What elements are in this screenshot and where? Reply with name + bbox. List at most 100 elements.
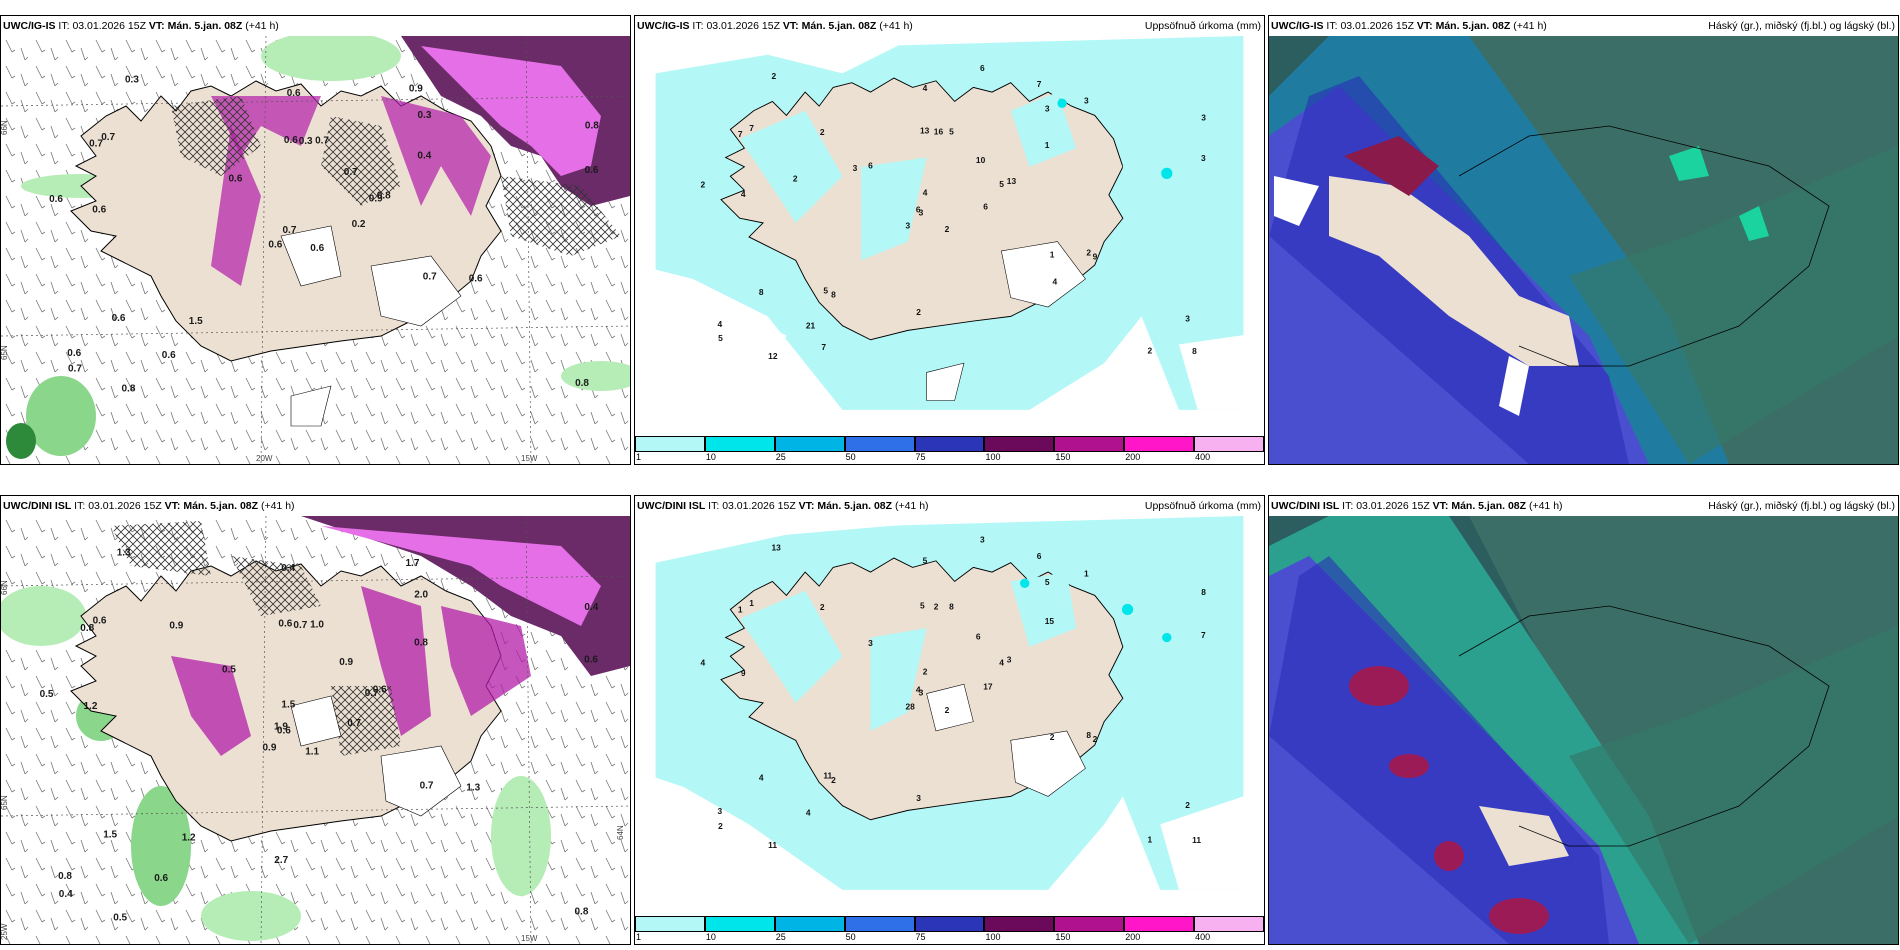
colorbar-label: 10 (705, 932, 716, 942)
value-label: 0.5 (113, 912, 127, 923)
value-label: 2 (718, 821, 723, 831)
value-labels: 2133426851713119828151156432423215427432… (701, 534, 1207, 850)
value-label: 0.8 (575, 378, 589, 389)
value-label: 4 (701, 658, 706, 668)
value-label: 0.4 (59, 889, 73, 900)
value-label: 0.8 (575, 906, 589, 917)
value-label: 0.6 (154, 873, 168, 884)
value-label: 0.6 (92, 205, 106, 216)
value-label: 2 (1093, 734, 1098, 744)
value-label: 3 (868, 638, 873, 648)
run-time: 03.01.2026 15Z (72, 20, 146, 32)
value-label: 8 (759, 287, 764, 297)
panel-header: UWC/IG-IS IT: 03.01.2026 15Z VT: Mán. 5.… (635, 16, 1264, 36)
value-label: 0.9 (263, 743, 277, 754)
value-label: 11 (1192, 835, 1201, 845)
colorbar-label: 25 (775, 932, 786, 942)
value-label: 8 (1192, 346, 1197, 356)
valid-prefix: VT: (1432, 500, 1449, 512)
value-label: 3 (919, 207, 924, 217)
valid-prefix: VT: (164, 500, 181, 512)
value-label: 7 (821, 342, 826, 352)
value-label: 4 (1052, 277, 1057, 287)
value-label: 3 (1185, 313, 1190, 323)
value-label: 0.4 (417, 151, 431, 162)
colorbar: 1 10 25 50 75 100 150 200 400 (635, 434, 1264, 464)
value-label: 0.6 (373, 685, 387, 696)
value-label: 5 (999, 179, 1004, 189)
value-label: 0.7 (293, 620, 307, 631)
lead-time: (+41 h) (260, 500, 295, 512)
value-label: 3 (919, 688, 924, 698)
lon-label: 15W (521, 934, 538, 943)
value-label: 1.2 (182, 833, 196, 844)
value-label: 5 (823, 285, 828, 295)
value-label: 0.9 (369, 194, 383, 205)
value-label: 0.6 (162, 350, 176, 361)
lead-time: (+41 h) (894, 500, 929, 512)
value-label: 1.2 (84, 701, 98, 712)
colorbar-label: 50 (845, 452, 856, 462)
accumulated-precip-map: 2133426851713119828151156432423215427432… (655, 516, 1244, 916)
value-label: 13 (771, 543, 781, 553)
value-label: 2 (771, 71, 776, 81)
lat-label: 66N (1, 120, 9, 135)
lat-label: 65N (1, 795, 9, 810)
panel-header: UWC/DINI ISL IT: 03.01.2026 15Z VT: Mán.… (1, 496, 630, 516)
value-label: 0.8 (585, 120, 599, 131)
value-label: 1 (1045, 140, 1050, 150)
value-label: 0.7 (101, 132, 115, 143)
colorbar-label: 200 (1125, 932, 1141, 942)
valid-time: Mán. 5.jan. 08Z (1435, 20, 1511, 32)
value-label: 0.2 (352, 219, 366, 230)
value-label: 13 (1007, 176, 1017, 186)
value-label: 3 (1007, 654, 1012, 664)
value-label: 1.5 (189, 316, 203, 327)
precip-type-map: 66N 65N 20W 15W 0.60.70.70.60.91.50.90.7… (1, 36, 630, 464)
panel-bottom-right: UWC/DINI ISL IT: 03.01.2026 15Z VT: Mán.… (1268, 495, 1899, 945)
colorbar-swatch (844, 916, 915, 932)
value-label: 0.4 (281, 563, 295, 574)
value-label: 3 (718, 806, 723, 816)
panel-header: UWC/DINI ISL IT: 03.01.2026 15Z VT: Mán.… (635, 496, 1264, 516)
lat-label: 64N (616, 825, 625, 840)
valid-prefix: VT: (148, 20, 165, 32)
value-label: 0.7 (420, 780, 434, 791)
map-title: Uppsöfnuð úrkoma (mm) (1144, 20, 1261, 32)
value-label: 4 (806, 808, 811, 818)
value-labels: 1.10.80.60.80.71.21.71.02.00.71.30.81.20… (40, 548, 599, 924)
value-label: 0.8 (122, 383, 136, 394)
value-label: 0.9 (169, 620, 183, 631)
value-label: 2 (701, 179, 706, 189)
value-label: 0.6 (67, 348, 81, 359)
lead-time: (+41 h) (1513, 20, 1547, 32)
value-label: 3 (1084, 95, 1089, 105)
value-label: 2 (934, 602, 939, 612)
map-title: Háský (gr.), miðský (fj.bl.) og lágský (… (1708, 20, 1895, 32)
lead-time: (+41 h) (879, 20, 913, 32)
value-label: 8 (1086, 730, 1091, 740)
value-label: 0.9 (409, 83, 423, 94)
value-label: 0.6 (268, 240, 282, 251)
value-label: 0.7 (68, 364, 82, 375)
value-label: 2 (916, 307, 921, 317)
colorbar-label: 400 (1195, 932, 1211, 942)
value-label: 0.6 (284, 135, 298, 146)
value-label: 17 (983, 682, 993, 692)
colorbar-swatch (1054, 916, 1125, 932)
value-label: 11 (823, 770, 832, 780)
panel-top-left: UWC/IG-IS IT: 03.01.2026 15Z VT: Mán. 5.… (0, 15, 631, 465)
colorbar-label: 400 (1195, 452, 1211, 462)
value-label: 3 (1045, 103, 1050, 113)
model-name: UWC/IG-IS (637, 20, 690, 32)
value-label: 5 (1045, 577, 1050, 587)
colorbar-swatch (704, 916, 775, 932)
value-label: 7 (1037, 79, 1042, 89)
model-name: UWC/IG-IS (1271, 20, 1324, 32)
run-prefix: IT: (1342, 500, 1354, 512)
run-prefix: IT: (58, 20, 70, 32)
panel-bottom-left: UWC/DINI ISL IT: 03.01.2026 15Z VT: Mán.… (0, 495, 631, 945)
colorbar-swatch (1054, 436, 1125, 452)
model-name: UWC/DINI ISL (3, 500, 72, 512)
colorbar-label: 100 (985, 932, 1001, 942)
